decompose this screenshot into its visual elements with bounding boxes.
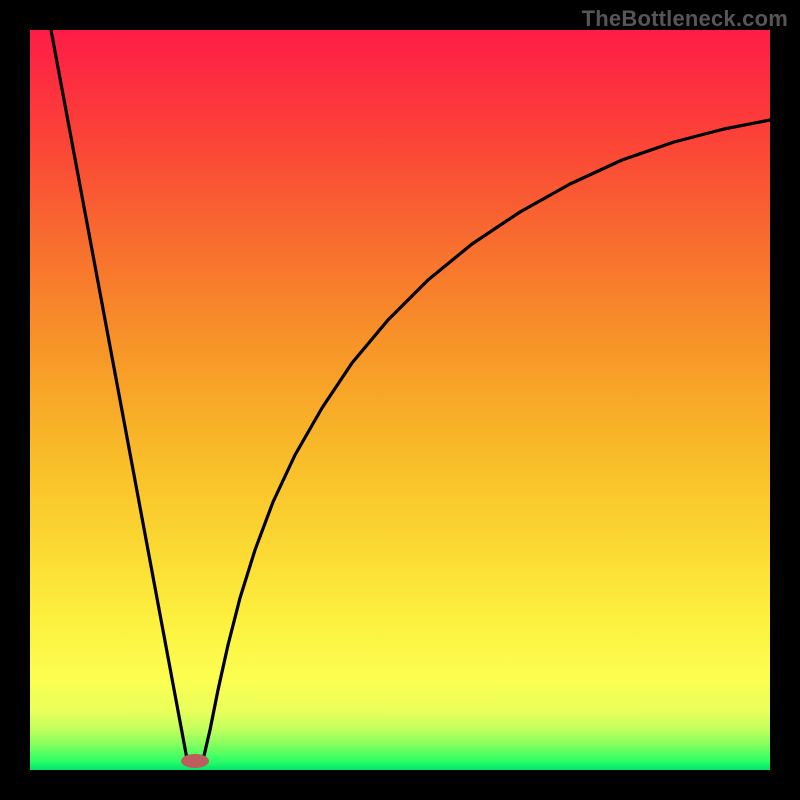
marker-group <box>181 754 209 768</box>
gradient-background <box>30 30 770 770</box>
plot-svg <box>30 30 770 770</box>
chart-frame: TheBottleneck.com <box>0 0 800 800</box>
plot-area <box>30 30 770 770</box>
minimum-marker <box>181 754 209 768</box>
watermark-text: TheBottleneck.com <box>582 6 788 32</box>
